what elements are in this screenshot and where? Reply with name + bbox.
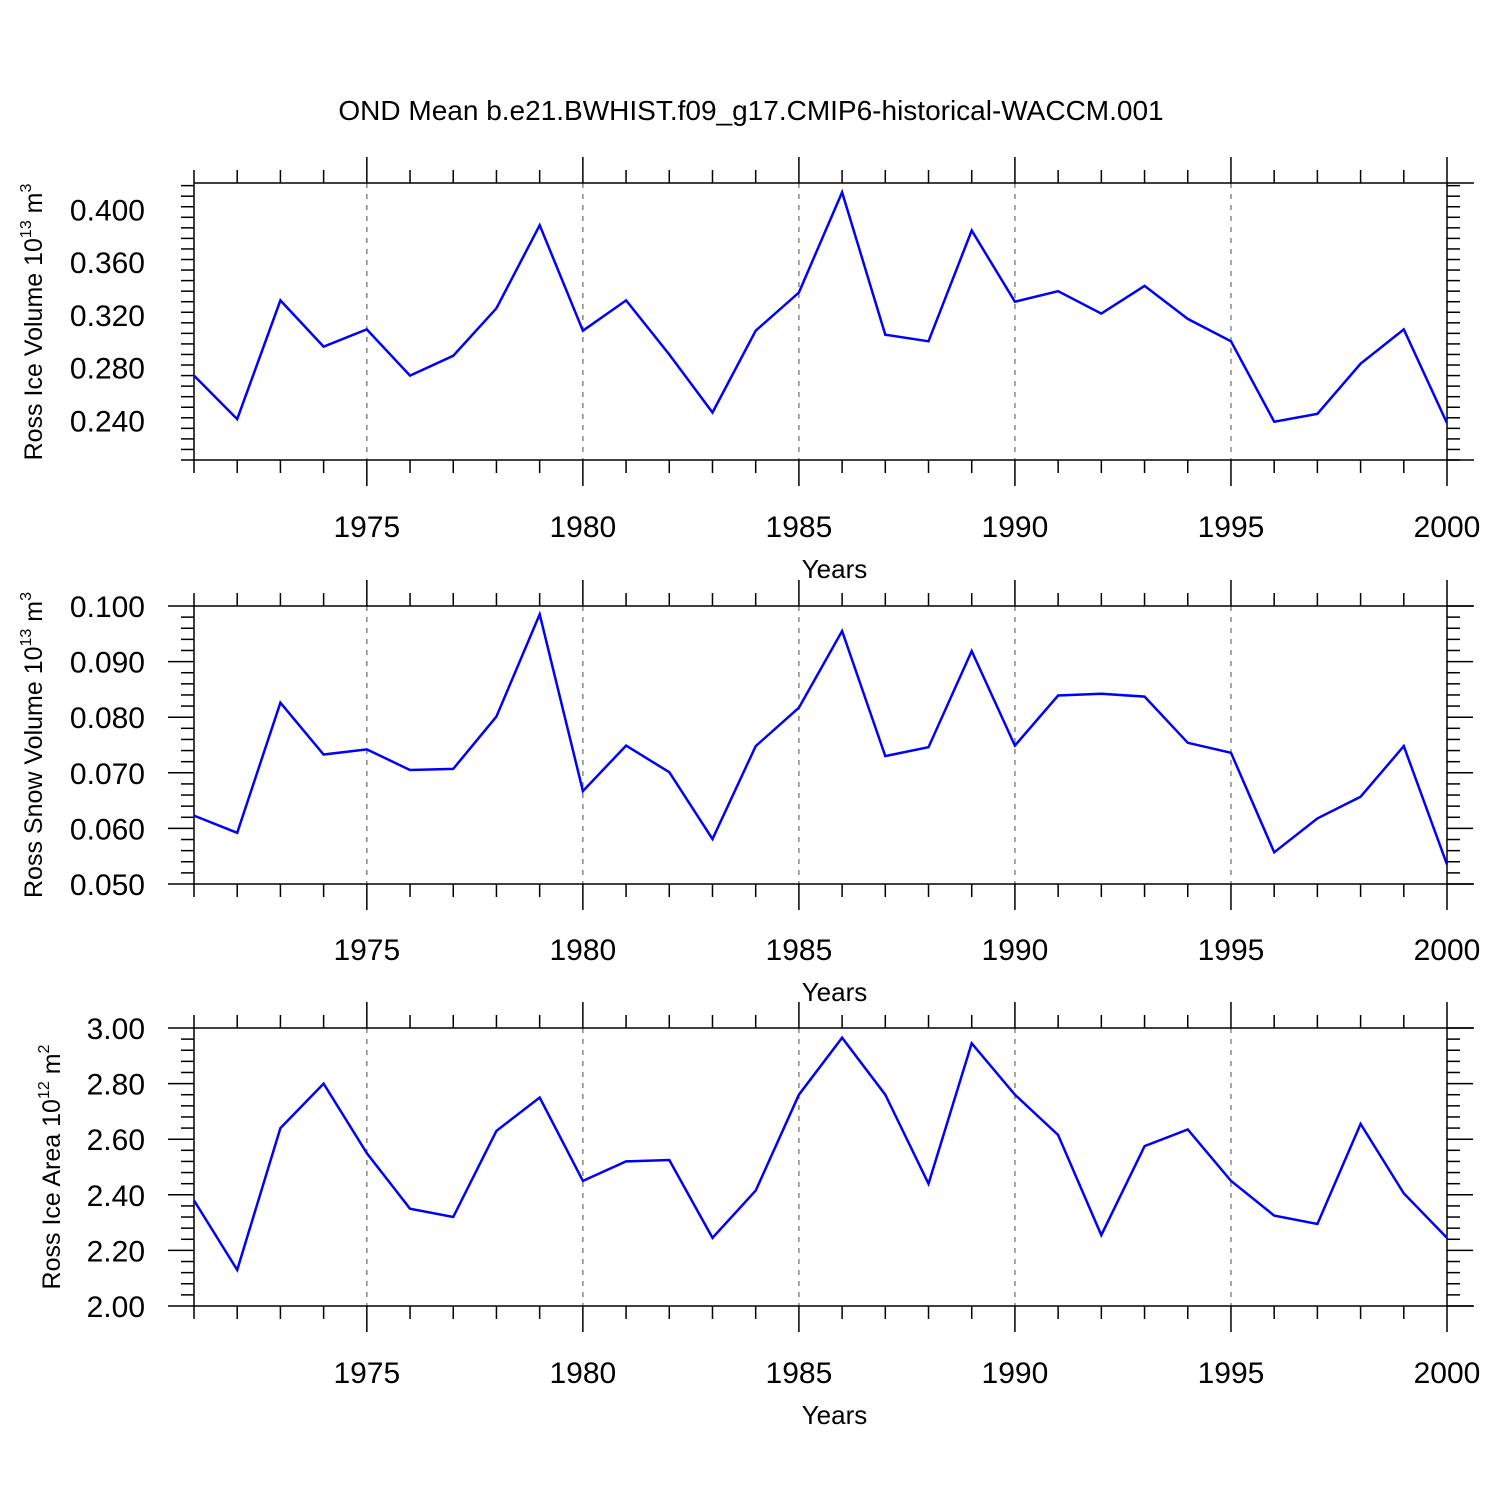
y-tick-label: 0.280 xyxy=(70,353,145,386)
x-tick-label: 2000 xyxy=(1414,511,1481,544)
x-tick-label: 1975 xyxy=(333,1357,400,1390)
y-tick-label: 2.20 xyxy=(87,1235,145,1268)
x-tick-label: 1975 xyxy=(333,511,400,544)
x-tick-label: 1975 xyxy=(333,934,400,967)
series-line xyxy=(193,610,1449,865)
y-tick-label: 0.090 xyxy=(70,647,145,680)
y-axis-label: Ross Snow Volume 1013 m3 xyxy=(18,592,48,898)
x-tick-label: 1995 xyxy=(1198,1357,1265,1390)
x-tick-label: 1990 xyxy=(982,1357,1049,1390)
x-tick-label: 2000 xyxy=(1414,934,1481,967)
x-tick-label: 1985 xyxy=(766,1357,833,1390)
y-tick-label: 3.00 xyxy=(87,1013,145,1046)
x-tick-label: 1990 xyxy=(982,934,1049,967)
figure-title: OND Mean b.e21.BWHIST.f09_g17.CMIP6-hist… xyxy=(338,95,1163,126)
y-tick-label: 0.050 xyxy=(70,869,145,902)
y-tick-label: 2.40 xyxy=(87,1180,145,1213)
y-tick-label: 2.00 xyxy=(87,1291,145,1324)
y-tick-label: 2.60 xyxy=(87,1124,145,1157)
series-line xyxy=(193,188,1449,424)
y-tick-label: 2.80 xyxy=(87,1069,145,1102)
x-axis-label: Years xyxy=(802,554,868,584)
y-tick-label: 0.100 xyxy=(70,591,145,624)
y-tick-label: 0.070 xyxy=(70,758,145,791)
y-tick-label: 0.360 xyxy=(70,247,145,280)
chart-panel-1: 0.240 0.280 0.320 0.360 0.400 1975 1980 1985 199… xyxy=(18,157,1480,584)
chart-panel-3: 2.00 2.20 2.40 2.60 2.80 3.00 1975 1980 1985 1990… xyxy=(36,1002,1480,1430)
x-tick-label: 1980 xyxy=(549,511,616,544)
x-tick-label: 1980 xyxy=(549,1357,616,1390)
x-axis-label: Years xyxy=(802,977,868,1007)
x-tick-label: 1985 xyxy=(766,934,833,967)
x-tick-label: 1995 xyxy=(1198,934,1265,967)
panels: 0.240 0.280 0.320 0.360 0.400 1975 1980 1985 199… xyxy=(18,157,1480,1430)
x-tick-label: 2000 xyxy=(1414,1357,1481,1390)
x-tick-label: 1990 xyxy=(982,511,1049,544)
y-axis-label: Ross Ice Area 1012 m2 xyxy=(36,1044,66,1289)
y-tick-label: 0.240 xyxy=(70,405,145,438)
y-tick-label: 0.400 xyxy=(70,194,145,227)
y-tick-label: 0.320 xyxy=(70,300,145,333)
x-tick-label: 1980 xyxy=(549,934,616,967)
series-line xyxy=(192,1035,1448,1273)
y-tick-label: 0.080 xyxy=(70,702,145,735)
x-tick-label: 1985 xyxy=(766,511,833,544)
x-axis-label: Years xyxy=(802,1400,868,1430)
x-tick-label: 1995 xyxy=(1198,511,1265,544)
y-axis-label: Ross Ice Volume 1013 m3 xyxy=(18,183,48,460)
y-tick-label: 0.060 xyxy=(70,813,145,846)
chart-panel-2: 0.050 0.060 0.070 0.080 0.090 0.100 1975 1980 19… xyxy=(18,580,1480,1007)
